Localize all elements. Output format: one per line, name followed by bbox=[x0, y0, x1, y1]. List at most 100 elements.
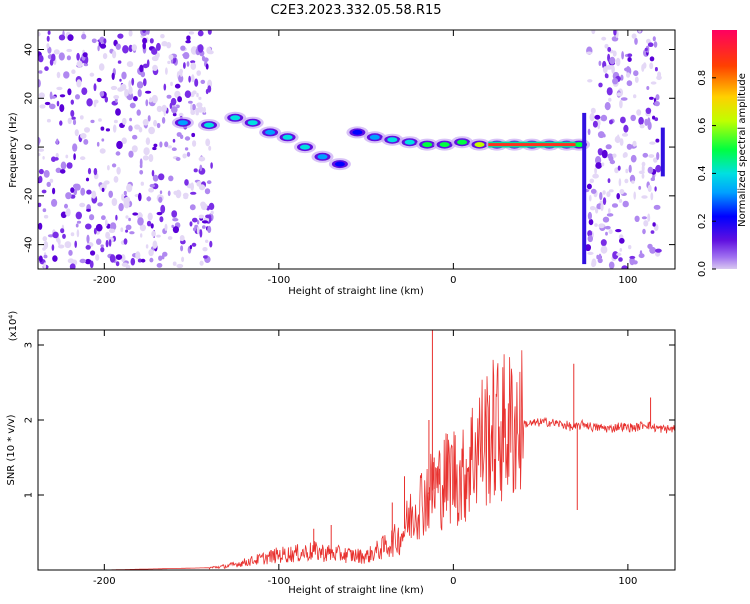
colorbar-tick-label: 0.0 bbox=[697, 261, 708, 277]
noise-speckle bbox=[156, 263, 163, 268]
noise-speckle bbox=[170, 97, 177, 106]
noise-speckle bbox=[151, 94, 158, 104]
noise-speckle bbox=[81, 87, 88, 95]
noise-speckle bbox=[602, 216, 610, 223]
noise-speckle bbox=[184, 136, 191, 141]
noise-speckle bbox=[600, 202, 604, 212]
noise-speckle bbox=[111, 163, 117, 168]
noise-speckle bbox=[641, 216, 648, 220]
noise-speckle bbox=[598, 223, 605, 229]
noise-speckle bbox=[122, 117, 127, 125]
noise-speckle bbox=[105, 239, 109, 248]
noise-speckle bbox=[159, 141, 163, 148]
noise-speckle bbox=[618, 257, 623, 262]
noise-speckle bbox=[38, 175, 43, 183]
spectrogram-x-ticks: -200 -100 0 100 bbox=[93, 30, 637, 286]
noise-speckle bbox=[162, 251, 168, 257]
colorbar-ticks: 0.0 0.2 0.4 0.6 0.8 bbox=[697, 70, 716, 277]
noise-speckle bbox=[201, 55, 206, 62]
noise-speckle bbox=[58, 34, 66, 41]
noise-speckle bbox=[601, 149, 608, 159]
noise-speckle bbox=[587, 128, 591, 135]
noise-speckle bbox=[140, 258, 146, 263]
noise-speckle bbox=[589, 206, 596, 211]
noise-speckle bbox=[624, 67, 630, 72]
noise-speckle bbox=[638, 30, 642, 33]
noise-speckle bbox=[608, 189, 614, 193]
noise-speckle bbox=[133, 96, 138, 102]
noise-speckle bbox=[115, 108, 121, 116]
noise-speckle bbox=[160, 34, 165, 39]
noise-speckle bbox=[51, 53, 56, 62]
noise-speckle bbox=[619, 248, 623, 252]
noise-speckle bbox=[56, 86, 63, 91]
noise-speckle bbox=[172, 138, 176, 143]
noise-speckle bbox=[86, 234, 90, 244]
noise-speckle bbox=[38, 222, 43, 230]
noise-speckle bbox=[647, 121, 652, 130]
noise-speckle bbox=[43, 254, 48, 259]
noise-speckle bbox=[196, 92, 199, 98]
noise-speckle bbox=[591, 30, 596, 35]
noise-speckle bbox=[608, 97, 612, 102]
noise-speckle bbox=[191, 74, 195, 83]
noise-speckle bbox=[633, 70, 639, 77]
noise-speckle bbox=[81, 33, 87, 40]
y-tick-label: 3 bbox=[24, 342, 35, 348]
noise-speckle bbox=[113, 176, 119, 183]
noise-speckle bbox=[79, 258, 87, 264]
noise-speckle bbox=[633, 94, 637, 99]
noise-speckle bbox=[189, 221, 193, 227]
noise-speckle bbox=[101, 215, 106, 221]
noise-speckle bbox=[655, 94, 660, 101]
noise-speckle bbox=[93, 83, 97, 92]
noise-speckle bbox=[644, 47, 648, 52]
noise-speckle bbox=[140, 181, 144, 186]
noise-speckle bbox=[585, 244, 591, 252]
noise-speckle bbox=[60, 228, 65, 234]
noise-speckle bbox=[179, 235, 185, 242]
noise-speckle bbox=[130, 257, 136, 266]
noise-speckle bbox=[199, 229, 203, 238]
spectrogram-marks bbox=[38, 30, 665, 269]
noise-speckle bbox=[619, 138, 624, 146]
noise-speckle bbox=[641, 173, 645, 179]
echo-core bbox=[230, 115, 241, 121]
noise-speckle bbox=[619, 189, 625, 195]
noise-speckle bbox=[148, 249, 154, 257]
noise-speckle bbox=[38, 148, 45, 152]
noise-speckle bbox=[641, 161, 646, 167]
noise-speckle bbox=[38, 255, 43, 263]
noise-speckle bbox=[595, 162, 602, 169]
noise-speckle bbox=[592, 173, 599, 179]
noise-speckle bbox=[146, 196, 152, 202]
noise-speckle bbox=[150, 223, 154, 229]
noise-speckle bbox=[149, 97, 153, 103]
noise-speckle bbox=[652, 115, 656, 120]
noise-speckle bbox=[190, 60, 196, 64]
noise-speckle bbox=[132, 134, 138, 140]
noise-speckle bbox=[198, 214, 205, 219]
noise-speckle bbox=[58, 52, 65, 61]
noise-speckle bbox=[53, 49, 60, 55]
noise-speckle bbox=[627, 57, 632, 62]
noise-speckle bbox=[142, 119, 149, 126]
noise-speckle bbox=[126, 61, 134, 68]
noise-speckle bbox=[171, 147, 177, 151]
noise-speckle bbox=[174, 83, 181, 89]
noise-speckle bbox=[598, 82, 603, 88]
noise-speckle bbox=[590, 188, 597, 194]
noise-speckle bbox=[619, 237, 625, 244]
noise-speckle bbox=[113, 119, 118, 124]
noise-speckle bbox=[66, 48, 73, 53]
noise-speckle bbox=[208, 202, 215, 210]
noise-speckle bbox=[166, 94, 172, 99]
noise-speckle bbox=[173, 190, 178, 195]
noise-speckle bbox=[167, 60, 171, 65]
noise-speckle bbox=[137, 89, 142, 97]
noise-speckle bbox=[612, 50, 617, 57]
spectrogram-frame bbox=[37, 29, 676, 270]
noise-speckle bbox=[112, 50, 117, 59]
edge-streak bbox=[582, 112, 587, 265]
noise-speckle bbox=[152, 146, 157, 151]
